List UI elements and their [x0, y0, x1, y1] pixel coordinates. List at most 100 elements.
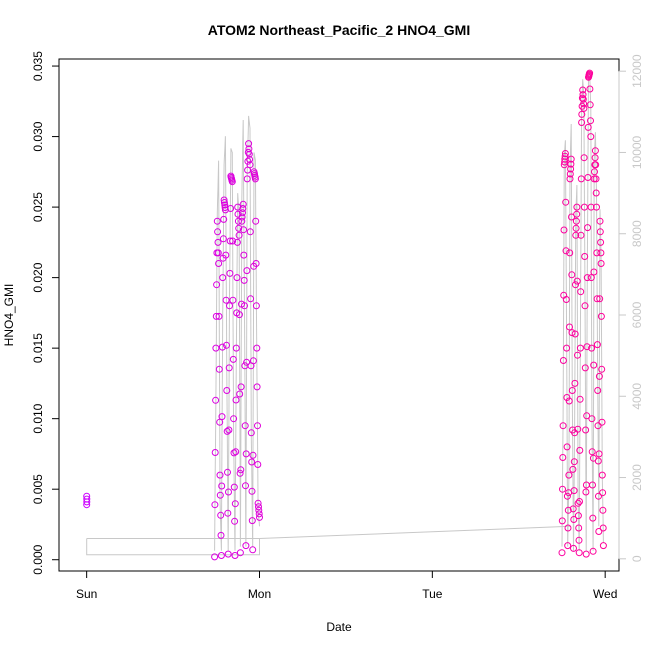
data-point: [567, 165, 575, 173]
data-point: [224, 509, 232, 517]
data-point: [599, 506, 607, 514]
data-point: [219, 235, 227, 243]
data-point: [574, 499, 582, 507]
data-point: [244, 157, 252, 165]
data-point: [212, 312, 220, 320]
data-point: [587, 203, 595, 211]
data-point: [255, 510, 263, 518]
data-point: [582, 550, 590, 558]
data-point: [229, 355, 237, 363]
data-point: [221, 206, 229, 214]
y-tick-label: 0.000: [31, 544, 45, 574]
data-point: [593, 341, 601, 349]
data-point: [568, 329, 576, 337]
data-point: [575, 536, 583, 544]
data-point: [593, 295, 601, 303]
x-axis-label: Date: [326, 620, 352, 634]
data-point: [237, 383, 245, 391]
data-point: [252, 260, 260, 267]
data-point: [587, 274, 595, 282]
data-point: [577, 231, 585, 239]
hno4-points-layer: [83, 69, 607, 561]
data-point: [596, 217, 604, 225]
data-point: [597, 312, 605, 320]
data-point: [220, 215, 228, 223]
data-point: [569, 465, 577, 473]
data-point: [570, 458, 578, 466]
data-point: [249, 357, 257, 365]
data-point: [224, 468, 231, 476]
data-point: [222, 251, 230, 259]
data-point: [254, 461, 262, 468]
data-point: [592, 175, 600, 183]
data-point: [594, 387, 602, 394]
data-point: [239, 200, 247, 208]
data-point: [566, 170, 574, 178]
data-point: [565, 397, 573, 405]
data-point: [222, 296, 230, 304]
data-point: [577, 288, 585, 296]
data-point: [213, 281, 221, 289]
data-point: [582, 426, 590, 434]
data-point: [576, 344, 584, 352]
data-point: [580, 104, 588, 112]
data-point: [238, 217, 246, 225]
data-point: [568, 271, 576, 279]
data-point: [558, 549, 566, 557]
y-tick-label: 0.005: [31, 474, 45, 504]
data-point: [597, 249, 605, 257]
data-point: [211, 449, 219, 456]
data-point: [595, 450, 603, 458]
data-point: [232, 448, 240, 456]
data-point: [568, 213, 575, 221]
data-point: [215, 365, 223, 373]
data-point: [234, 203, 242, 211]
data-point: [224, 550, 232, 558]
data-point: [593, 203, 600, 211]
y-tick-label: 0.030: [31, 121, 45, 151]
data-point: [215, 312, 223, 320]
data-point: [252, 217, 260, 225]
data-point: [241, 302, 248, 310]
data-point: [576, 446, 584, 454]
data-point: [596, 295, 604, 303]
data-point: [564, 506, 572, 514]
data-point: [597, 260, 605, 267]
data-point: [562, 296, 570, 303]
data-point: [563, 492, 571, 500]
x-axis: Sun Mon Tue Wed: [76, 570, 617, 601]
data-point: [226, 237, 234, 245]
y2-tick-label: 4000: [630, 383, 644, 410]
data-point: [599, 524, 607, 532]
data-point: [230, 483, 238, 491]
data-point: [225, 364, 233, 372]
data-point: [233, 274, 241, 282]
altitude-layer: [86, 71, 604, 556]
data-point: [574, 351, 581, 359]
data-point: [595, 372, 603, 380]
data-point: [560, 226, 568, 234]
data-point: [566, 175, 574, 183]
data-point: [587, 117, 594, 125]
data-point: [212, 344, 220, 352]
data-point: [230, 415, 238, 423]
data-point: [572, 224, 580, 232]
data-point: [583, 343, 591, 351]
data-point: [576, 395, 584, 403]
y-tick-label: 0.010: [31, 403, 45, 433]
data-point: [254, 422, 261, 430]
data-point: [214, 228, 222, 236]
data-point: [243, 267, 251, 275]
data-point: [246, 161, 254, 169]
data-point: [570, 544, 577, 552]
y-tick-label: 0.015: [31, 333, 45, 363]
data-point: [225, 426, 233, 434]
data-point: [592, 189, 600, 197]
data-point: [246, 228, 254, 236]
data-point: [227, 205, 235, 212]
data-point: [243, 358, 251, 366]
data-point: [562, 247, 570, 255]
data-point: [584, 224, 592, 232]
data-point: [575, 549, 583, 557]
